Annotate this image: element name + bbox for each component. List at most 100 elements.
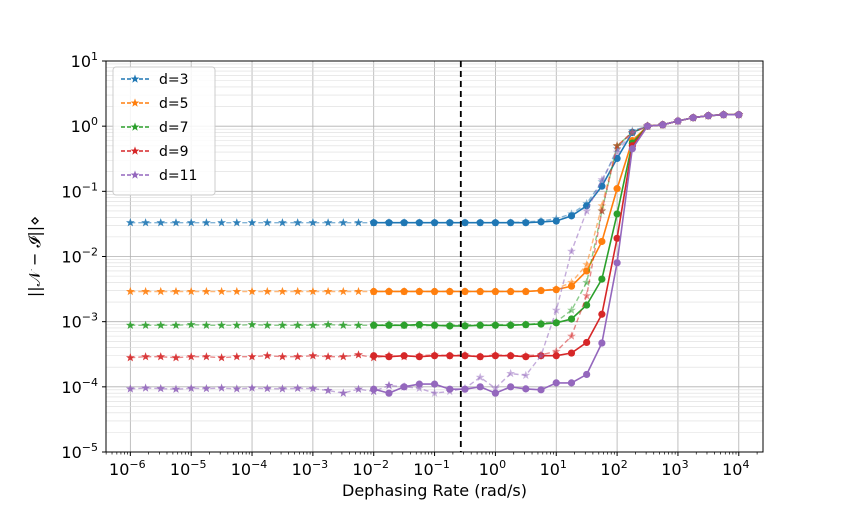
circle-point — [552, 217, 560, 225]
circle-point — [430, 380, 439, 388]
star-point — [156, 352, 166, 361]
star-point — [141, 320, 150, 329]
star-point — [308, 286, 318, 296]
circle-point — [522, 353, 530, 361]
circle-point — [415, 353, 423, 361]
star-point — [278, 384, 287, 393]
star-point — [323, 385, 333, 395]
circle-point — [385, 389, 393, 397]
star-point — [171, 320, 181, 329]
y-tick-label: 100 — [71, 115, 98, 136]
star-point — [323, 218, 333, 227]
circle-point — [567, 212, 576, 220]
circle-point — [628, 145, 636, 153]
circle-point — [370, 385, 378, 393]
star-point — [612, 141, 622, 150]
star-point — [156, 218, 166, 227]
star-point — [582, 277, 591, 287]
circle-point — [567, 315, 576, 323]
star-point — [582, 206, 591, 215]
star-point — [582, 291, 591, 300]
legend-label: d=7 — [159, 120, 189, 136]
circle-point — [522, 287, 530, 296]
star-point — [247, 218, 257, 227]
circle-point — [491, 321, 500, 329]
star-point — [338, 320, 348, 329]
star-point — [262, 351, 272, 360]
circle-point — [430, 287, 439, 296]
legend-star-marker — [130, 122, 140, 131]
star-point — [126, 320, 135, 329]
legend-box — [112, 66, 216, 196]
circle-point — [522, 219, 530, 227]
star-point — [338, 388, 348, 397]
x-tick-label: 10−2 — [352, 458, 389, 479]
circle-point — [385, 321, 393, 329]
series-d=11 — [126, 110, 744, 397]
star-point — [171, 286, 181, 296]
circle-point — [430, 352, 439, 360]
star-point — [156, 384, 166, 393]
star-point — [612, 147, 622, 156]
circle-point — [370, 352, 378, 360]
star-point — [567, 246, 576, 256]
y-tick-label: 10−4 — [61, 376, 98, 397]
star-point — [232, 384, 242, 393]
circle-point — [704, 112, 712, 120]
star-point — [202, 352, 211, 361]
star-point — [323, 320, 333, 329]
legend-item: d=3 — [121, 72, 189, 88]
circle-point — [507, 219, 515, 227]
circle-point — [415, 287, 423, 296]
circle-point — [537, 218, 545, 226]
star-point — [141, 383, 150, 392]
circle-point — [400, 219, 408, 227]
star-point — [551, 305, 561, 314]
circle-point — [461, 385, 469, 393]
y-tick-label: 101 — [71, 50, 98, 71]
legend-item: d=7 — [121, 120, 189, 136]
legend-label: d=5 — [159, 96, 189, 112]
y-tick-label: 10−1 — [61, 180, 98, 201]
y-axis-label: ||𝒩 − 𝓘||⋄ — [25, 216, 44, 297]
star-point — [354, 384, 363, 393]
x-tick-label: 101 — [540, 458, 567, 479]
star-point — [262, 286, 272, 296]
star-point — [202, 286, 211, 296]
star-point — [217, 353, 226, 362]
star-point — [186, 352, 196, 361]
legend-star-marker — [130, 74, 140, 83]
circle-point — [613, 185, 621, 193]
circle-point — [476, 321, 484, 329]
circle-point — [370, 321, 378, 329]
star-point — [141, 286, 150, 296]
star-point — [567, 277, 576, 287]
star-point — [186, 320, 196, 329]
star-point — [171, 353, 181, 362]
circle-point — [643, 122, 652, 130]
circle-point — [491, 389, 500, 397]
circle-point — [476, 287, 484, 296]
star-point — [430, 388, 439, 397]
x-tick-label: 103 — [661, 458, 688, 479]
circle-point — [552, 379, 560, 387]
star-point — [293, 286, 302, 296]
legend-label: d=3 — [159, 72, 189, 88]
star-point — [354, 218, 363, 227]
star-point — [293, 320, 302, 329]
star-point — [202, 320, 211, 329]
star-point — [628, 127, 637, 137]
circle-point — [415, 219, 423, 227]
circle-point — [507, 383, 515, 391]
circle-point — [446, 219, 454, 227]
circle-point — [400, 321, 408, 329]
star-point — [262, 218, 272, 227]
circle-point — [552, 352, 560, 360]
legend-item: d=9 — [121, 144, 189, 160]
star-point — [278, 320, 287, 329]
star-point — [597, 201, 607, 210]
circle-point — [385, 287, 393, 296]
star-point — [247, 286, 257, 296]
star-point — [217, 383, 226, 392]
